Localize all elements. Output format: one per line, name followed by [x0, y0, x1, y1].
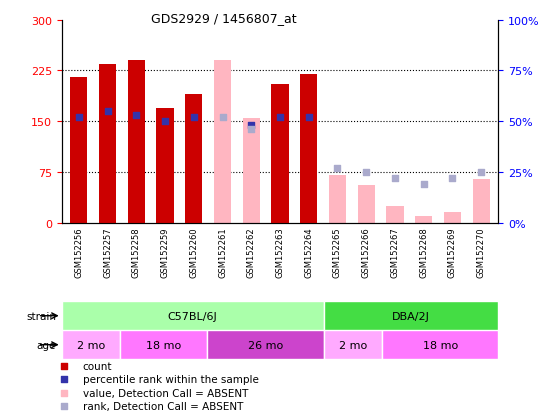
Text: percentile rank within the sample: percentile rank within the sample — [82, 375, 258, 385]
Bar — [62, 330, 120, 359]
Point — [74, 114, 83, 121]
Bar — [120, 330, 207, 359]
Point — [103, 108, 112, 115]
Point — [132, 112, 141, 119]
Text: GSM152270: GSM152270 — [477, 227, 486, 278]
Bar — [386, 206, 404, 223]
Point — [401, 78, 410, 84]
Bar — [214, 61, 231, 223]
Text: value, Detection Call = ABSENT: value, Detection Call = ABSENT — [82, 388, 248, 398]
Bar — [329, 176, 346, 223]
Text: GSM152267: GSM152267 — [390, 227, 399, 278]
Text: 18 mo: 18 mo — [423, 340, 458, 350]
Bar — [62, 301, 324, 330]
Text: 18 mo: 18 mo — [146, 340, 181, 350]
Bar — [382, 330, 498, 359]
Point — [401, 200, 410, 206]
Text: age: age — [36, 340, 56, 350]
Text: GSM152262: GSM152262 — [247, 227, 256, 278]
Text: GSM152266: GSM152266 — [362, 227, 371, 278]
Text: GSM152268: GSM152268 — [419, 227, 428, 278]
Point — [390, 175, 399, 182]
Point — [161, 119, 170, 125]
Point — [189, 114, 198, 121]
Text: GDS2929 / 1456807_at: GDS2929 / 1456807_at — [151, 12, 297, 25]
Text: GSM152261: GSM152261 — [218, 227, 227, 278]
Text: GSM152259: GSM152259 — [161, 227, 170, 277]
Point — [276, 114, 284, 121]
Text: rank, Detection Call = ABSENT: rank, Detection Call = ABSENT — [82, 401, 243, 411]
Bar — [242, 119, 260, 223]
Text: 2 mo: 2 mo — [77, 340, 105, 350]
Text: GSM152256: GSM152256 — [74, 227, 83, 278]
Point — [401, 322, 410, 328]
Point — [304, 114, 313, 121]
Point — [448, 175, 457, 182]
Bar — [324, 301, 498, 330]
Text: 26 mo: 26 mo — [248, 340, 283, 350]
Point — [419, 181, 428, 188]
Text: GSM152263: GSM152263 — [276, 227, 284, 278]
Text: strain: strain — [26, 311, 56, 321]
Point — [247, 127, 256, 133]
Point — [477, 169, 486, 176]
Text: GSM152265: GSM152265 — [333, 227, 342, 278]
Bar — [358, 186, 375, 223]
Bar — [444, 213, 461, 223]
Text: GSM152264: GSM152264 — [304, 227, 313, 278]
Bar — [99, 64, 116, 223]
Text: DBA/2J: DBA/2J — [392, 311, 430, 321]
Bar — [70, 78, 87, 223]
Bar — [185, 95, 202, 223]
Point — [333, 165, 342, 172]
Bar — [156, 108, 174, 223]
Bar — [324, 330, 382, 359]
Text: GSM152260: GSM152260 — [189, 227, 198, 278]
Bar — [300, 75, 318, 223]
Text: C57BL/6J: C57BL/6J — [168, 311, 217, 321]
Text: GSM152269: GSM152269 — [448, 227, 457, 278]
Text: 2 mo: 2 mo — [339, 340, 367, 350]
Text: GSM152257: GSM152257 — [103, 227, 112, 278]
Text: GSM152258: GSM152258 — [132, 227, 141, 278]
Bar — [415, 216, 432, 223]
Point — [218, 114, 227, 121]
Bar — [207, 330, 324, 359]
Point — [247, 123, 256, 129]
Text: count: count — [82, 361, 112, 371]
Point — [362, 169, 371, 176]
Bar — [473, 179, 490, 223]
Bar — [128, 61, 145, 223]
Bar — [272, 85, 288, 223]
